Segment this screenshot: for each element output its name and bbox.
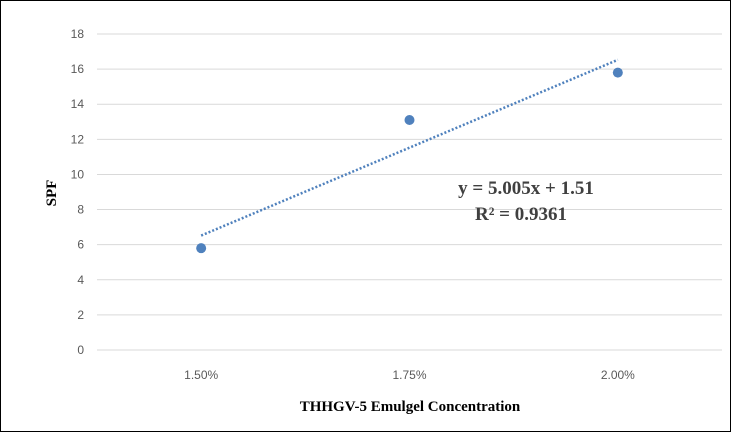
y-tick-label: 0 (77, 343, 84, 357)
y-tick-label: 10 (71, 167, 85, 181)
x-axis-title: THHGV-5 Emulgel Concentration (300, 399, 521, 415)
gridlines (97, 33, 722, 351)
y-tick-label: 2 (77, 308, 84, 322)
y-tick-label: 14 (71, 97, 85, 111)
data-point (612, 67, 623, 78)
y-tick-labels: 0 2 4 6 8 10 12 14 16 18 (71, 27, 85, 357)
y-tick-label: 12 (71, 132, 85, 146)
trendline (200, 58, 619, 237)
y-tick-label: 4 (77, 273, 84, 287)
trendline-r-squared: R² = 0.9361 (475, 204, 567, 225)
x-tick-label: 1.75% (392, 368, 426, 382)
x-tick-label: 2.00% (601, 368, 635, 382)
data-points (196, 67, 623, 254)
data-point (196, 243, 207, 254)
y-tick-label: 16 (71, 62, 85, 76)
trendline-equation: y = 5.005x + 1.51 (458, 178, 594, 199)
x-tick-labels: 1.50% 1.75% 2.00% (184, 368, 635, 382)
x-tick-label: 1.50% (184, 368, 218, 382)
y-tick-label: 8 (77, 203, 84, 217)
data-point (404, 115, 415, 126)
y-tick-label: 6 (77, 238, 84, 252)
y-tick-label: 18 (71, 27, 85, 41)
y-axis-title: SPF (44, 180, 60, 207)
